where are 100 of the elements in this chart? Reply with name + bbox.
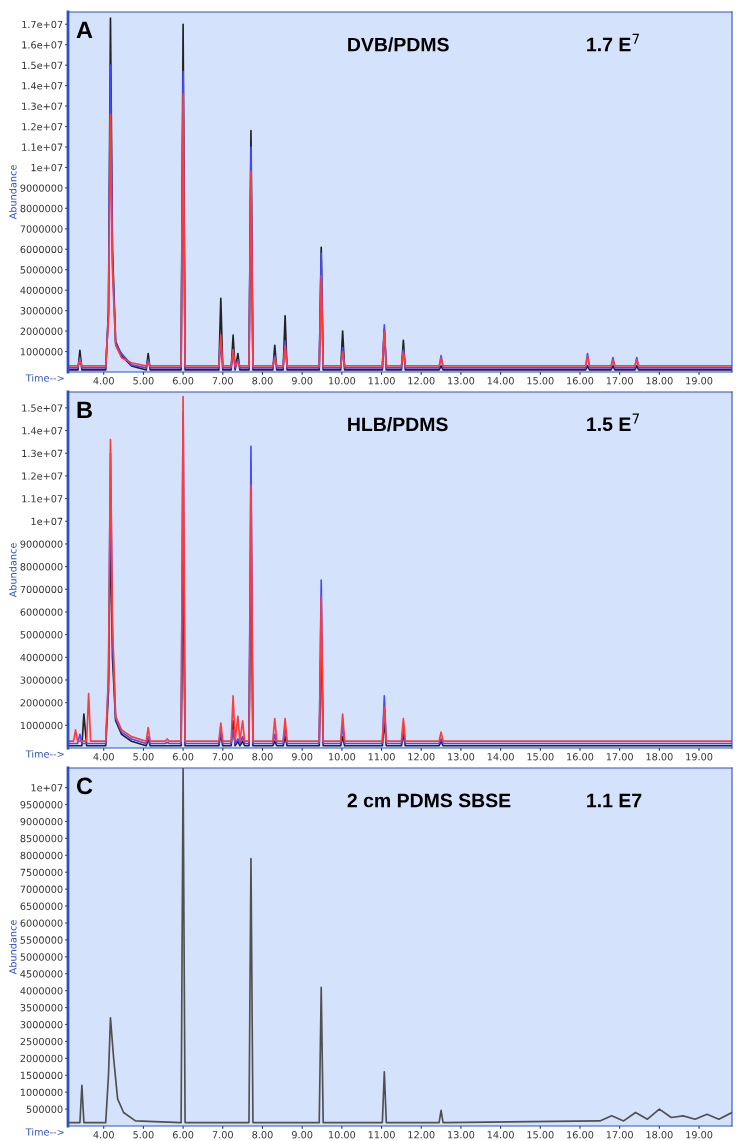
- annotation: 2 cm PDMS SBSE: [347, 793, 511, 808]
- y-axis-title: Abundance: [9, 920, 17, 975]
- x-tick-label: 4.00: [93, 1131, 114, 1139]
- chart-title: A: [76, 21, 93, 39]
- x-tick-label: 17.00: [606, 1131, 633, 1139]
- y-tick-label: 4500000: [20, 970, 63, 978]
- x-tick-label: 7.00: [212, 377, 233, 385]
- y-tick-label: 2000000: [20, 699, 63, 707]
- x-tick-label: 10.00: [329, 1131, 356, 1139]
- x-tick-label: 15.00: [527, 377, 554, 385]
- y-tick-label: 4000000: [20, 653, 63, 662]
- y-tick-label: 1000000: [20, 721, 63, 730]
- annotation: DVB/PDMS: [348, 37, 449, 52]
- y-tick-label: 1.4e+07: [22, 82, 63, 90]
- x-tick-label: 16.00: [567, 753, 594, 761]
- y-tick-label: 1.6e+07: [22, 41, 63, 49]
- x-tick-label: 7.00: [212, 753, 233, 761]
- y-tick-label: 6000000: [20, 608, 63, 616]
- y-tick-label: 9000000: [20, 817, 63, 826]
- x-tick-label: 18.00: [646, 753, 673, 761]
- x-tick-label: 5.00: [133, 377, 154, 385]
- x-tick-label: 15.00: [527, 1131, 554, 1139]
- y-tick-label: 2000000: [20, 327, 63, 335]
- x-tick-label: 14.00: [487, 753, 514, 761]
- y-tick-label: 1000000: [20, 348, 63, 356]
- x-tick-label: 8.00: [252, 1131, 273, 1139]
- x-tick-label: 8.00: [252, 377, 273, 385]
- x-tick-label: 18.00: [646, 1131, 673, 1139]
- y-tick-label: 7000000: [20, 885, 63, 893]
- x-tick-label: 16.00: [567, 377, 594, 385]
- y-tick-label: 1.3e+07: [22, 102, 63, 110]
- y-tick-label: 4000000: [20, 286, 63, 295]
- x-tick-label: 8.00: [252, 753, 273, 761]
- annotation: HLB/PDMS: [348, 416, 448, 432]
- y-tick-label: 1.7e+07: [22, 20, 63, 29]
- x-axis-title: Time-->: [25, 1128, 64, 1136]
- x-tick-label: 6.00: [172, 753, 194, 761]
- y-tick-label: 6500000: [20, 902, 63, 910]
- x-tick-label: 6.00: [172, 1131, 194, 1139]
- y-tick-label: 1e+07: [31, 163, 63, 172]
- y-tick-label: 1.5e+07: [22, 404, 63, 412]
- x-tick-label: 12.00: [408, 1131, 435, 1139]
- x-tick-label: 13.00: [448, 377, 475, 385]
- y-tick-label: 1.2e+07: [22, 472, 63, 480]
- y-tick-label: 1.1e+07: [22, 143, 63, 151]
- x-tick-label: 18.00: [646, 377, 673, 385]
- y-tick-label: 7000000: [20, 585, 63, 594]
- chart-title: C: [76, 777, 93, 795]
- annotation: 1.5 E$^{7}$: [587, 413, 639, 432]
- x-tick-label: 19.00: [686, 753, 713, 761]
- x-tick-label: 13.00: [448, 753, 475, 761]
- y-tick-label: 3500000: [20, 1004, 63, 1012]
- annotation: 1.7 E$^{7}$: [587, 33, 639, 52]
- y-axis-title: Abundance: [9, 543, 17, 598]
- y-tick-label: 1000000: [20, 1088, 63, 1096]
- x-tick-label: 7.00: [212, 1131, 233, 1139]
- y-tick-label: 9500000: [20, 801, 63, 809]
- x-tick-label: 14.00: [487, 377, 514, 385]
- y-tick-label: 9000000: [20, 184, 63, 192]
- y-tick-label: 3000000: [20, 307, 63, 315]
- y-tick-label: 2000000: [20, 1054, 63, 1063]
- y-tick-label: 1e+07: [31, 517, 63, 526]
- x-tick-label: 6.00: [172, 377, 194, 385]
- x-tick-label: 19.00: [686, 1131, 713, 1139]
- y-tick-label: 2500000: [20, 1037, 63, 1046]
- y-tick-label: 5000000: [20, 266, 63, 274]
- x-tick-label: 10.00: [329, 377, 356, 385]
- y-tick-label: 1.5e+07: [22, 61, 63, 70]
- x-tick-label: 14.00: [487, 1131, 514, 1139]
- x-tick-label: 4.00: [93, 753, 114, 761]
- x-tick-label: 16.00: [567, 1131, 594, 1139]
- y-tick-label: 1.4e+07: [22, 427, 63, 435]
- annotation: 1.1 E7: [587, 793, 642, 808]
- y-tick-label: 1.1e+07: [22, 495, 63, 503]
- x-tick-label: 5.00: [133, 753, 154, 761]
- x-tick-label: 15.00: [527, 753, 554, 761]
- x-tick-label: 12.00: [408, 753, 435, 761]
- y-tick-label: 8000000: [20, 563, 63, 571]
- y-tick-label: 3000000: [20, 676, 63, 684]
- x-tick-label: 4.00: [93, 377, 114, 385]
- y-tick-label: 5000000: [20, 953, 63, 961]
- y-tick-label: 1e+07: [31, 784, 63, 792]
- y-tick-label: 1500000: [20, 1071, 63, 1080]
- y-tick-label: 7000000: [20, 225, 63, 233]
- x-tick-label: 5.00: [133, 1131, 154, 1139]
- y-tick-label: 7500000: [20, 868, 63, 877]
- y-axis-title: Abundance: [9, 165, 17, 220]
- x-axis-title: Time-->: [25, 750, 64, 758]
- y-tick-label: 6000000: [20, 919, 63, 927]
- y-tick-label: 9000000: [20, 540, 63, 548]
- x-tick-label: 19.00: [686, 377, 713, 385]
- y-tick-label: 4000000: [20, 987, 63, 995]
- x-tick-label: 11.00: [368, 1131, 395, 1139]
- x-tick-label: 11.00: [368, 753, 395, 761]
- x-tick-label: 17.00: [606, 377, 633, 385]
- y-tick-label: 5000000: [20, 631, 63, 639]
- x-tick-label: 9.00: [291, 377, 313, 385]
- x-tick-label: 17.00: [606, 753, 633, 761]
- y-tick-label: 6000000: [20, 245, 63, 254]
- y-tick-label: 5500000: [20, 936, 63, 944]
